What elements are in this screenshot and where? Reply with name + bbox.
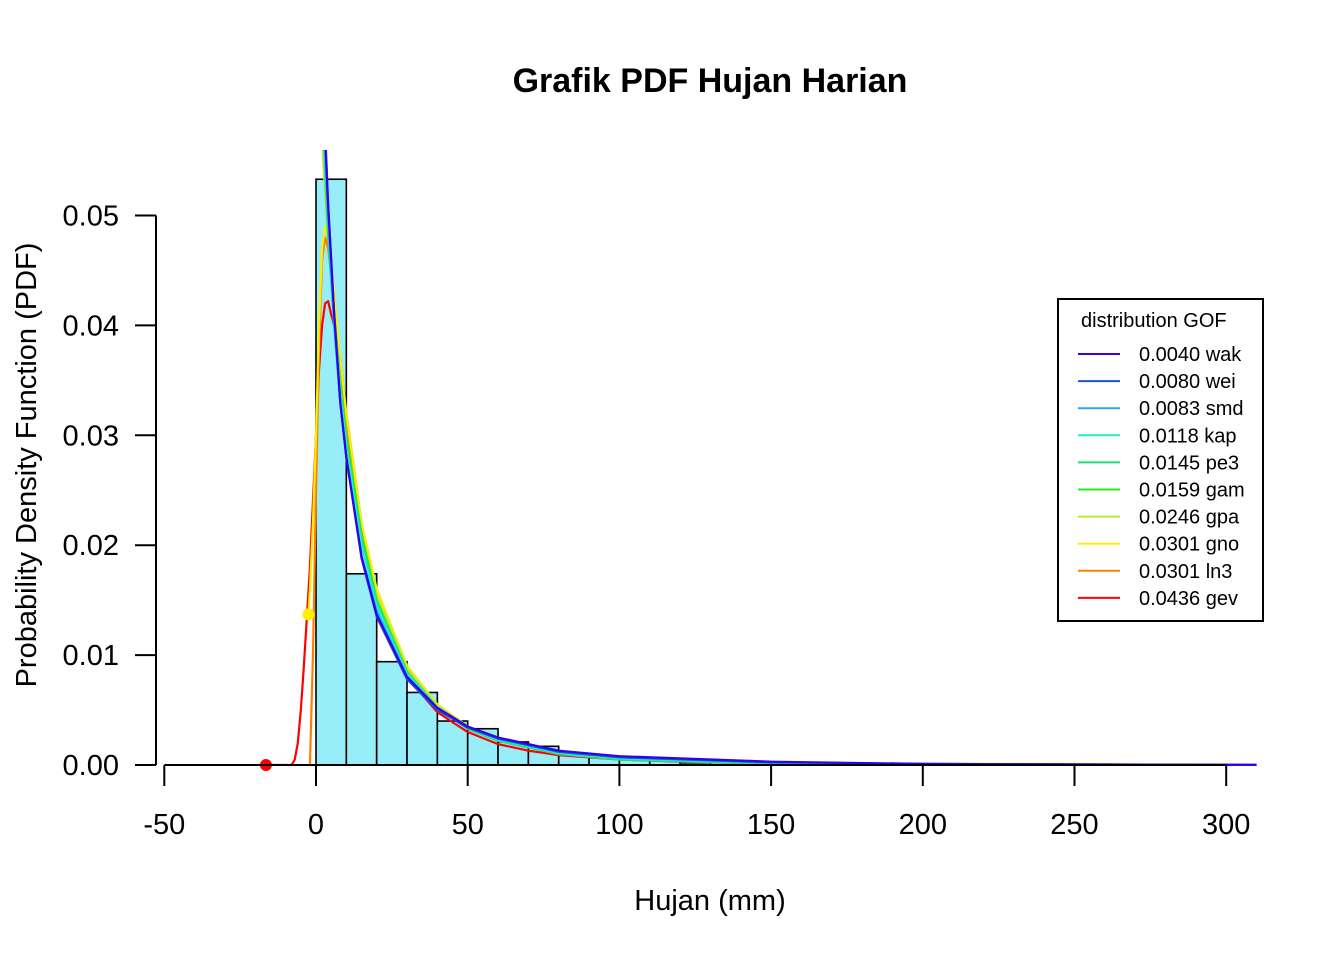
legend-entry: 0.0080 wei <box>1139 371 1236 393</box>
legend-entry: 0.0118 kap <box>1139 425 1237 447</box>
chart-title: Grafik PDF Hujan Harian <box>513 62 908 100</box>
point-markers <box>259 608 315 771</box>
histogram <box>315 178 863 766</box>
legend-entry: 0.0246 gpa <box>1139 507 1240 529</box>
density-lines <box>267 150 1257 766</box>
x-tick-label: 200 <box>899 809 947 841</box>
legend-entry: 0.0301 ln3 <box>1139 561 1232 583</box>
y-axis-label: Probability Density Function (PDF) <box>11 243 43 688</box>
y-axis: 0.00 0.01 0.02 0.03 0.04 0.05 <box>63 201 157 782</box>
legend-entry: 0.0436 gev <box>1139 588 1238 610</box>
y-tick-label: 0.00 <box>63 750 119 782</box>
point-marker <box>302 608 315 621</box>
histogram-bar <box>375 660 408 766</box>
x-tick-label: 0 <box>308 809 324 841</box>
legend-entry: 0.0301 gno <box>1139 534 1239 556</box>
legend-entry: 0.0083 smd <box>1139 398 1244 420</box>
y-tick-label: 0.04 <box>63 310 119 342</box>
x-tick-label: -50 <box>143 809 185 841</box>
legend-box <box>1057 298 1264 622</box>
legend-entry: 0.0040 wak <box>1139 344 1242 366</box>
y-tick-label: 0.05 <box>63 201 119 233</box>
x-tick-label: 300 <box>1202 809 1250 841</box>
histogram-bar <box>345 572 378 766</box>
legend-entry: 0.0145 pe3 <box>1139 452 1239 474</box>
x-axis-label: Hujan (mm) <box>634 885 785 917</box>
x-tick-label: 50 <box>452 809 484 841</box>
legend-items: 0.0040 wak 0.0080 wei 0.0083 smd 0.0118 kap… <box>1078 344 1245 610</box>
density-line-wak <box>324 150 1257 766</box>
y-tick-label: 0.01 <box>63 640 119 672</box>
y-tick-label: 0.03 <box>63 420 119 452</box>
x-tick-label: 250 <box>1050 809 1098 841</box>
legend-title: distribution GOF <box>1081 310 1227 332</box>
y-tick-label: 0.02 <box>63 530 119 562</box>
x-axis: -50 0 50 100 150 200 250 300 <box>143 764 1250 841</box>
x-tick-label: 150 <box>747 809 795 841</box>
legend-entry: 0.0159 gam <box>1139 480 1245 502</box>
x-tick-label: 100 <box>595 809 643 841</box>
histogram-bar <box>436 720 469 766</box>
